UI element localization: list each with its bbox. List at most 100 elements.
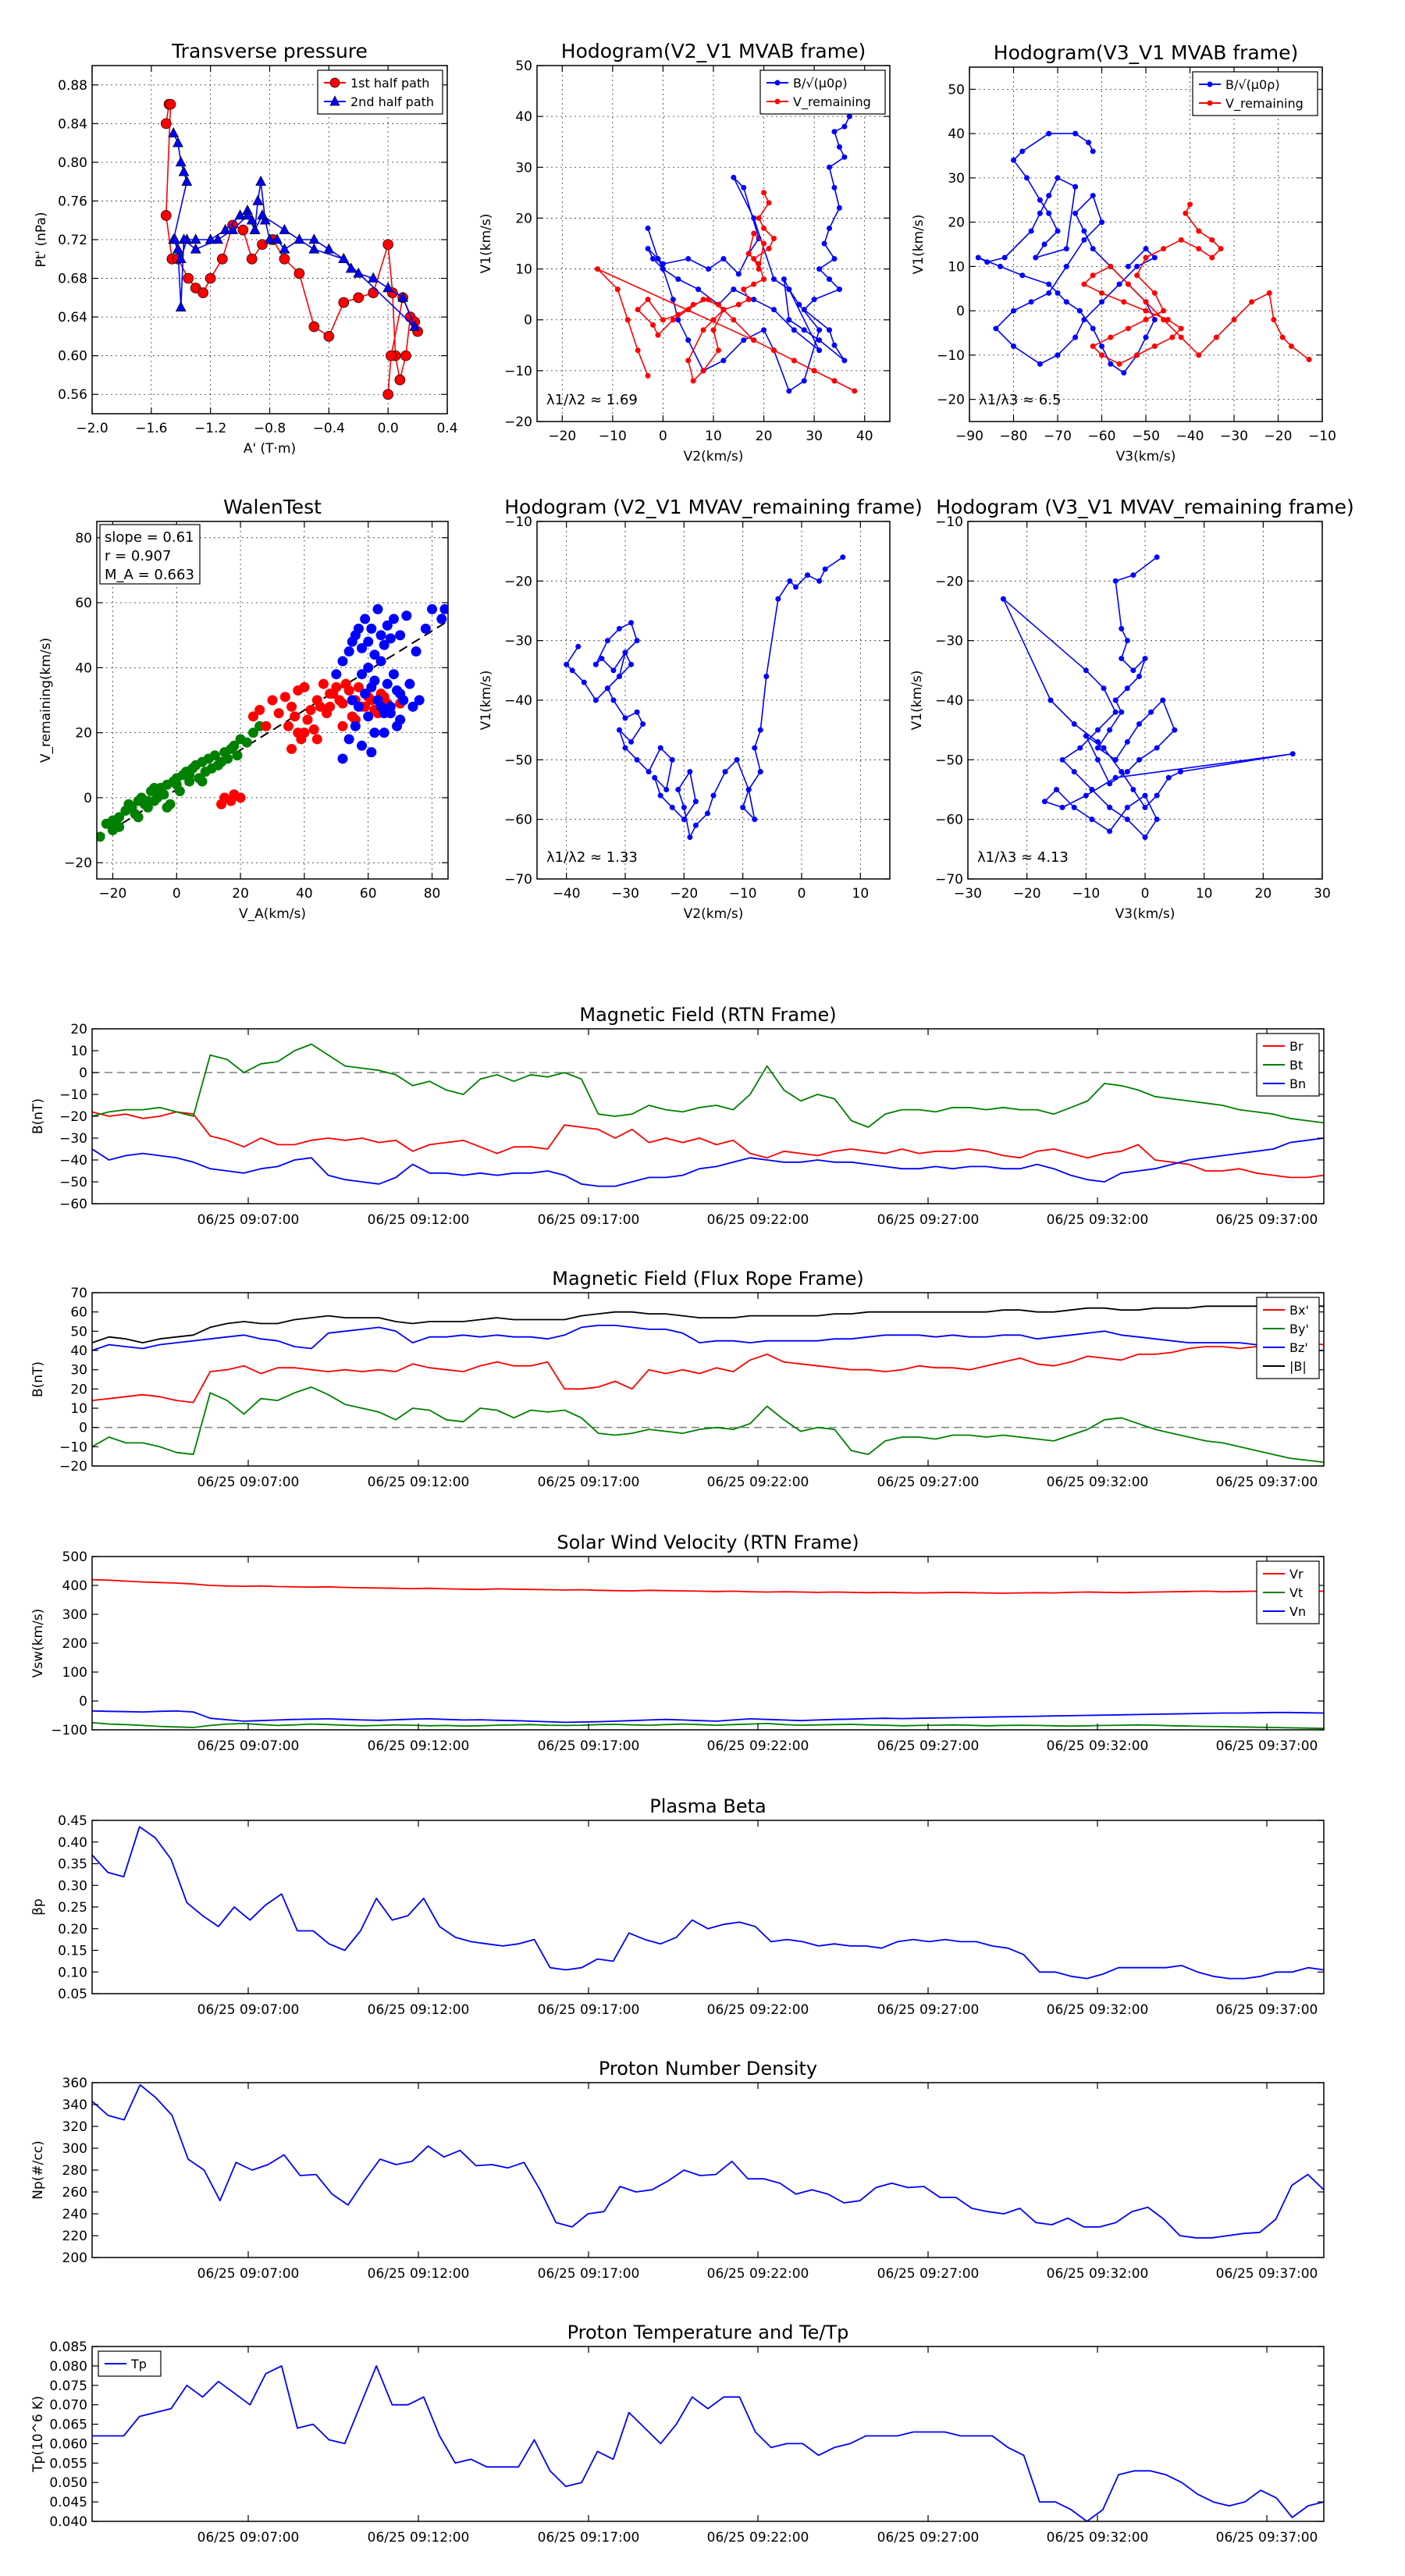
data-point	[1130, 787, 1136, 792]
series-br	[92, 1111, 1324, 1179]
data-point	[634, 756, 640, 763]
data-point	[811, 368, 817, 374]
x-tick-label: −1.2	[194, 421, 226, 436]
data-point	[816, 578, 823, 584]
y-tick-label: −40	[59, 1153, 87, 1169]
chart-tp: 0.56 0.60 0.64 0.68 0.72 0.76 0.80 0.84 0.88 −2.0…	[34, 40, 458, 457]
x-tick-label: 06/25 09:32:00	[1047, 2530, 1149, 2546]
grid-lines	[537, 66, 890, 422]
data-point	[695, 286, 702, 293]
y-tick-label: 50	[948, 82, 965, 98]
data-point	[616, 673, 622, 679]
y-tick-label: −10	[504, 364, 532, 379]
x-tick-label: 06/25 09:07:00	[197, 1475, 300, 1490]
data-point	[366, 681, 377, 692]
series-by-	[92, 1386, 1324, 1463]
data-point	[720, 256, 727, 262]
data-point	[984, 259, 991, 265]
data-point	[1019, 272, 1026, 279]
eigenvalue-ratio: λ1/λ2 ≈ 1.69	[546, 392, 638, 408]
data-point	[687, 834, 693, 841]
legend-label: Bz'	[1289, 1340, 1308, 1355]
data-point	[1112, 697, 1119, 703]
data-point	[1143, 334, 1149, 340]
data-point	[796, 301, 802, 308]
data-point	[382, 620, 393, 631]
data-point	[1055, 228, 1061, 234]
x-tick-label: 06/25 09:12:00	[368, 1738, 470, 1754]
y-tick-label: 80	[75, 531, 92, 546]
data-point	[1072, 210, 1079, 216]
x-tick-label: 80	[424, 886, 441, 902]
data-point	[1011, 343, 1016, 350]
data-point	[1099, 299, 1104, 305]
data-point	[675, 787, 681, 792]
legend-label: |B|	[1289, 1359, 1307, 1374]
data-point	[385, 633, 396, 644]
data-point	[219, 223, 231, 234]
data-point	[1151, 316, 1158, 322]
legend: B/√(μ0ρ) V_remaining	[759, 69, 886, 115]
y-tick-label: 70	[70, 1286, 87, 1301]
data-point	[242, 209, 253, 220]
legend-label: Vn	[1289, 1604, 1306, 1619]
y-tick-label: 30	[948, 171, 965, 187]
chart-title: Proton Number Density	[599, 2058, 817, 2080]
chart-title: Proton Temperature and Te/Tp	[567, 2322, 849, 2343]
series-v-remaining	[594, 190, 858, 394]
data-point	[791, 327, 797, 333]
data-point	[604, 685, 610, 692]
x-tick-label: 06/25 09:17:00	[538, 1475, 640, 1490]
x-tick-label: −30	[611, 886, 639, 902]
chart-hodo4: −70 −60 −50 −40 −30 −20 −10 −30 −20 −10 0 10 20 30 Hod…	[909, 496, 1354, 922]
data-point	[1209, 237, 1215, 243]
data-point	[173, 137, 183, 148]
chart-np: 200 220 240 260 280 300 320 340 360 06/25 09:07:0…	[30, 2058, 1325, 2282]
data-point	[1037, 361, 1043, 367]
series-line	[92, 2364, 1324, 2521]
data-point	[1046, 210, 1052, 216]
data-point	[763, 673, 770, 679]
data-point	[1090, 193, 1096, 199]
data-point	[273, 708, 284, 719]
y-axis-label: Pt' (nPa)	[34, 212, 49, 268]
data-point	[1011, 308, 1016, 314]
series-v-remaining	[1081, 201, 1312, 367]
data-point	[398, 695, 409, 706]
data-point	[816, 337, 823, 343]
y-tick-label: 0.060	[49, 2436, 87, 2452]
y-tick-label: 260	[62, 2185, 87, 2201]
data-point	[770, 235, 777, 241]
legend: Vr Vt Vn	[1256, 1560, 1320, 1624]
data-point	[692, 822, 699, 828]
data-point	[279, 253, 290, 265]
y-tick-label: 10	[948, 259, 965, 275]
data-point	[827, 327, 833, 333]
x-tick-label: 06/25 09:17:00	[538, 2002, 640, 2018]
data-point	[114, 821, 125, 832]
y-tick-label: 60	[70, 1305, 87, 1321]
data-point	[1169, 334, 1176, 340]
data-point	[592, 697, 599, 703]
data-point	[827, 276, 833, 283]
data-point	[1046, 281, 1052, 287]
y-tick-label: 0.40	[58, 1835, 87, 1851]
data-point	[1054, 787, 1059, 792]
data-point	[681, 804, 687, 810]
data-point	[392, 685, 403, 696]
x-tick-label: −0.4	[313, 421, 345, 436]
x-tick-label: −30	[954, 886, 982, 902]
data-point	[670, 317, 676, 323]
data-point	[279, 692, 290, 703]
data-point	[581, 679, 587, 685]
data-point	[1119, 709, 1125, 715]
data-point	[751, 230, 757, 237]
legend: Bx' By' Bz' |B|	[1256, 1297, 1320, 1379]
data-point	[1288, 343, 1294, 350]
chart-vsw: −100 0 100 200 300 400 500 06/25 09:07:00 06/25 …	[30, 1532, 1325, 1754]
data-point	[734, 756, 740, 763]
data-point	[836, 144, 842, 150]
data-point	[388, 614, 399, 624]
data-point	[646, 769, 652, 775]
chart-tp_temp: 0.040 0.045 0.050 0.055 0.060 0.065 0.070 0.075…	[30, 2322, 1325, 2546]
